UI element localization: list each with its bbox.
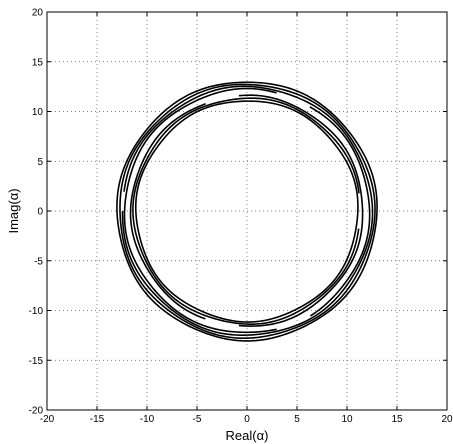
grid-lines [47,12,447,410]
x-tick-label: 10 [341,414,353,425]
y-tick-label: -10 [29,306,44,317]
y-tick-label: 20 [32,8,44,19]
x-tick-label: 15 [391,414,403,425]
x-tick-label: -20 [40,414,55,425]
y-tick-label: 5 [37,157,43,168]
contour-curve [121,85,374,336]
x-tick-label: 0 [244,414,250,425]
contour-curve [132,97,360,212]
y-tick-label: -20 [29,406,44,417]
y-tick-label: -15 [29,356,44,367]
contour-curves [116,81,378,342]
contour-curve [129,210,206,320]
y-tick-label: 10 [32,107,44,118]
contour-curve [309,106,371,317]
x-tick-label: -10 [140,414,155,425]
contour-curve [116,81,378,342]
contour-curve [123,87,277,212]
contour-curve [132,210,360,325]
tick-labels: -20 -15 -10 -5 0 5 10 15 20 -20 -15 -10 -5 0 5 10 15 20 [29,8,453,426]
tick-marks [46,11,448,411]
y-tick-label: 0 [37,207,43,218]
y-tick-label: -5 [34,256,43,267]
contour-curve [123,210,277,334]
x-axis-label: Real(α) [226,428,269,443]
contour-curve [119,83,376,340]
y-axis-label: Imag(α) [6,188,21,233]
contour-curve [134,100,359,323]
x-tick-label: 20 [441,414,453,425]
contour-curve [129,103,206,212]
contour-curve [238,94,364,327]
x-tick-label: 5 [294,414,300,425]
x-tick-label: -5 [193,414,202,425]
y-tick-label: 15 [32,57,44,68]
x-tick-label: -15 [90,414,105,425]
